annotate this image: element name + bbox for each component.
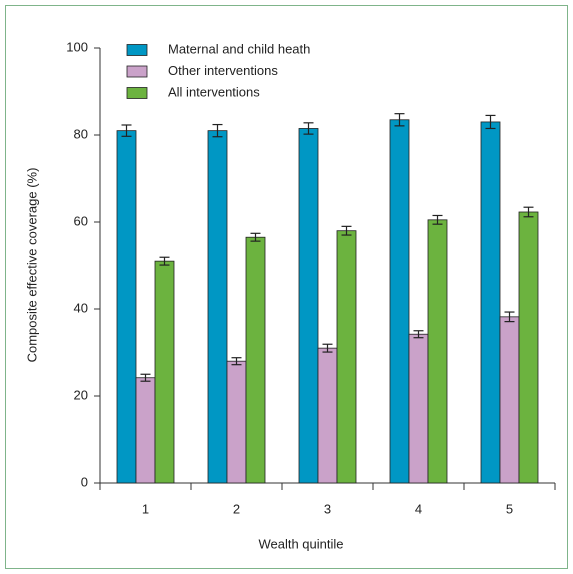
error-bar: [121, 124, 132, 137]
x-tick-label: 3: [324, 501, 331, 516]
error-bar: [231, 357, 242, 366]
error-bar: [250, 232, 261, 242]
y-axis-label: Composite effective coverage (%): [24, 168, 39, 363]
y-tick-label: 80: [74, 126, 88, 141]
x-tick-label: 4: [415, 501, 422, 516]
error-bar: [212, 123, 223, 138]
x-axis-label: Wealth quintile: [258, 536, 343, 551]
legend-swatch: [126, 87, 148, 99]
error-bar: [485, 114, 496, 130]
bar: [518, 211, 539, 484]
bar: [135, 377, 156, 484]
error-bar: [413, 330, 424, 339]
x-tick-label: 2: [233, 501, 240, 516]
error-bar: [140, 373, 151, 382]
bar: [480, 121, 501, 484]
error-bar: [341, 225, 352, 236]
bar: [298, 128, 319, 484]
legend-swatch: [126, 65, 148, 78]
bar: [116, 130, 137, 484]
legend-swatch: [126, 44, 148, 56]
bar: [389, 119, 410, 484]
bar: [317, 347, 338, 484]
error-bar: [303, 122, 314, 135]
y-tick-label: 100: [66, 39, 88, 54]
bar: [336, 230, 357, 484]
bar: [427, 219, 448, 484]
legend-label: All interventions: [168, 84, 260, 99]
error-bar: [322, 343, 333, 353]
bar: [245, 236, 266, 484]
legend-label: Maternal and child heath: [168, 41, 310, 56]
error-bar: [432, 214, 443, 225]
frame: [5, 5, 568, 569]
y-tick-label: 60: [74, 213, 88, 228]
error-bar: [523, 206, 534, 218]
error-bar: [394, 113, 405, 127]
y-tick-label: 20: [74, 387, 88, 402]
bar: [408, 333, 429, 484]
bar: [499, 316, 520, 484]
legend-label: Other interventions: [168, 63, 278, 78]
bar: [154, 260, 175, 484]
bar: [207, 130, 228, 484]
y-tick-label: 40: [74, 300, 88, 315]
x-tick-label: 1: [142, 501, 149, 516]
error-bar: [504, 311, 515, 323]
x-tick-label: 5: [506, 501, 513, 516]
error-bar: [159, 256, 170, 266]
bar: [226, 360, 247, 484]
y-tick-label: 0: [81, 474, 88, 489]
